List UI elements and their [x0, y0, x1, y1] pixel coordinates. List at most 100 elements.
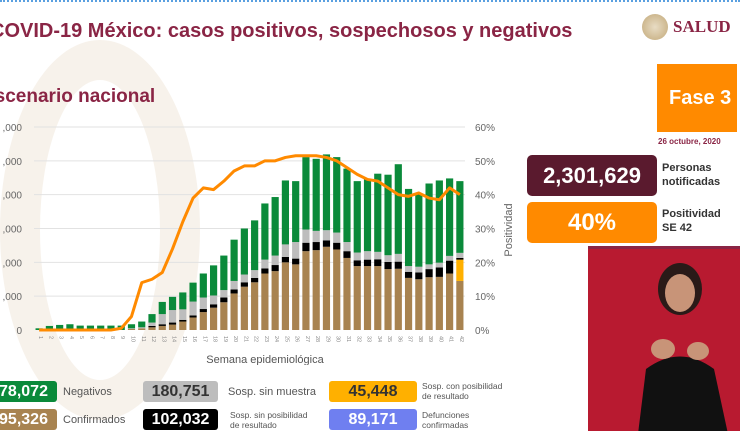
bar-segment [384, 174, 392, 256]
bar-segment [179, 319, 187, 322]
label-line: Personas [662, 162, 712, 174]
x-tick-label: 27 [304, 336, 310, 342]
bar-segment [446, 273, 454, 330]
bar-segment [415, 266, 423, 273]
bar-segment [168, 310, 177, 323]
bar-segment [456, 181, 464, 253]
bar-segment [292, 258, 300, 265]
logo-text: SALUD [673, 17, 731, 36]
x-tick-label: 16 [191, 336, 197, 342]
top-border [0, 0, 740, 2]
bar-segment [179, 292, 187, 310]
bar-segment [251, 220, 259, 271]
bar-segment [425, 269, 433, 278]
bar-segment [230, 280, 238, 290]
bar-segment [292, 181, 300, 243]
bar-segment [363, 251, 372, 260]
bar-segment [322, 230, 331, 241]
bar-segment [312, 250, 320, 330]
legend-defunciones-value: 89,171 [329, 409, 417, 430]
bar-segment [240, 274, 248, 283]
x-tick-label: 28 [314, 336, 320, 342]
legend-negativos-label: Negativos [63, 386, 112, 398]
bar-segment [230, 293, 238, 330]
bar-segment [168, 324, 177, 330]
bar-segment [425, 183, 433, 265]
bar-segment [158, 324, 166, 326]
x-tick-label: 19 [222, 336, 228, 342]
page-title: COVID-19 México: casos positivos, sospec… [0, 20, 573, 42]
bar-segment [209, 307, 218, 330]
bar-segment [138, 321, 146, 328]
x-axis-label: Semana epidemiológica [206, 354, 324, 365]
bar-segment [384, 255, 392, 262]
bar-segment [281, 244, 290, 257]
left-tick-label: ,000 [3, 225, 23, 236]
bar-segment [271, 255, 279, 266]
bar-segment [261, 259, 269, 269]
x-tick-label: 10 [129, 336, 135, 342]
bar-segment [281, 180, 290, 245]
x-tick-label: 23 [263, 336, 269, 342]
left-tick-label: 0 [16, 326, 22, 337]
bar-segment [138, 327, 146, 329]
legend-confirmados-label: Confirmados [63, 414, 126, 426]
x-tick-label: 39 [427, 336, 433, 342]
bar-segment [333, 242, 341, 250]
bar-segment [374, 259, 382, 267]
x-tick-label: 14 [171, 336, 177, 342]
x-tick-label: 5 [78, 336, 84, 339]
x-tick-label: 12 [150, 336, 156, 342]
bar-segment [199, 309, 207, 313]
left-tick-label: ,000 [3, 292, 23, 303]
right-tick-label: 20% [475, 258, 495, 269]
bar-segment [281, 262, 290, 330]
bar-segment [435, 276, 443, 330]
legend-con-posibilidad-label: Sosp. con posibilidad de resultado [422, 381, 502, 401]
x-tick-label: 31 [345, 336, 351, 342]
bar-segment [333, 232, 341, 243]
legend-sin-muestra-label: Sosp. sin muestra [228, 386, 317, 398]
label-line: Defunciones [422, 410, 470, 420]
bar-segment [415, 194, 423, 267]
bar-segment [168, 322, 177, 325]
bar-segment [86, 325, 95, 330]
legend-sin-posibilidad-value: 102,032 [143, 409, 218, 430]
bar-segment [199, 312, 207, 330]
x-tick-label: 33 [366, 336, 372, 342]
bar-segment [179, 309, 187, 320]
report-date: 26 octubre, 2020 [658, 137, 721, 146]
x-tick-label: 8 [109, 336, 115, 339]
kpi-notified-label: Personas notificadas [662, 161, 720, 189]
bar-segment [404, 188, 413, 267]
bar-segment [322, 154, 331, 231]
bar-segment [209, 295, 218, 305]
x-tick-label: 26 [294, 336, 300, 342]
bar-segment [415, 272, 423, 280]
x-tick-label: 6 [88, 336, 94, 339]
bar-segment [148, 327, 156, 330]
x-tick-label: 2 [47, 336, 53, 339]
bar-segment [404, 271, 413, 278]
kpi-positivity-label: Positividad SE 42 [662, 207, 721, 235]
bar-segment [220, 297, 228, 303]
bar-segment [251, 277, 259, 283]
label-line: SE 42 [662, 222, 692, 234]
bar-segment [127, 324, 136, 329]
page-subtitle: Escenario nacional [0, 86, 156, 107]
bar-segment [251, 270, 259, 278]
x-tick-label: 35 [386, 336, 392, 342]
bar-segment [251, 282, 259, 330]
right-axis-label: Positividad [503, 203, 515, 256]
bar-segment [220, 302, 228, 330]
bar-segment [425, 264, 433, 270]
bar-segment [425, 277, 433, 330]
bar-segment [158, 325, 166, 330]
bar-segment [261, 203, 269, 260]
bar-segment [56, 324, 64, 330]
bar-segment [374, 173, 382, 252]
x-tick-label: 18 [212, 336, 218, 342]
bar-segment [271, 197, 279, 256]
legend-negativos-value: 78,072 [0, 381, 57, 402]
x-tick-label: 34 [376, 336, 382, 342]
